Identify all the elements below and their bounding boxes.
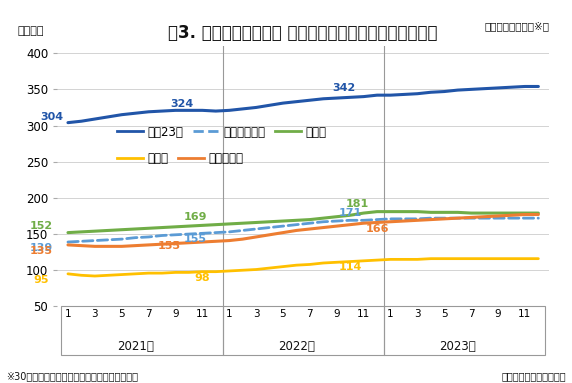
Text: （万円）: （万円） [18,26,45,36]
Text: 95: 95 [33,275,49,285]
Bar [384,306,545,355]
Text: （出典：東京カンテイ）: （出典：東京カンテイ） [502,371,566,381]
Text: 155: 155 [157,241,180,250]
Title: 図3. 首都圏主要都市別 中古マンションの平均坪単価推移: 図3. 首都圏主要都市別 中古マンションの平均坪単価推移 [168,24,438,42]
Text: 139: 139 [29,243,53,253]
Text: 2023年: 2023年 [439,340,476,353]
Text: 324: 324 [170,99,194,109]
Text: 181: 181 [345,200,368,210]
Text: 2022年: 2022年 [278,340,315,353]
Text: 166: 166 [366,224,389,234]
Text: 169: 169 [184,213,208,223]
Bar [223,306,384,355]
Text: 155: 155 [184,234,207,244]
Text: 135: 135 [30,246,53,256]
Text: 98: 98 [194,273,210,283]
Text: 342: 342 [332,83,355,93]
Text: ※30㎡未満（ワンルームタイプ）の住戸を除く: ※30㎡未満（ワンルームタイプ）の住戸を除く [6,371,138,381]
Text: 2021年: 2021年 [117,340,154,353]
Text: 114: 114 [339,262,362,272]
Bar [61,306,223,355]
Text: 152: 152 [30,221,53,231]
Text: 171: 171 [339,208,362,218]
Legend: 千葉市, さいたま市: 千葉市, さいたま市 [112,147,249,169]
Text: 304: 304 [40,112,63,122]
Text: （月次・売出価格※）: （月次・売出価格※） [484,21,549,32]
